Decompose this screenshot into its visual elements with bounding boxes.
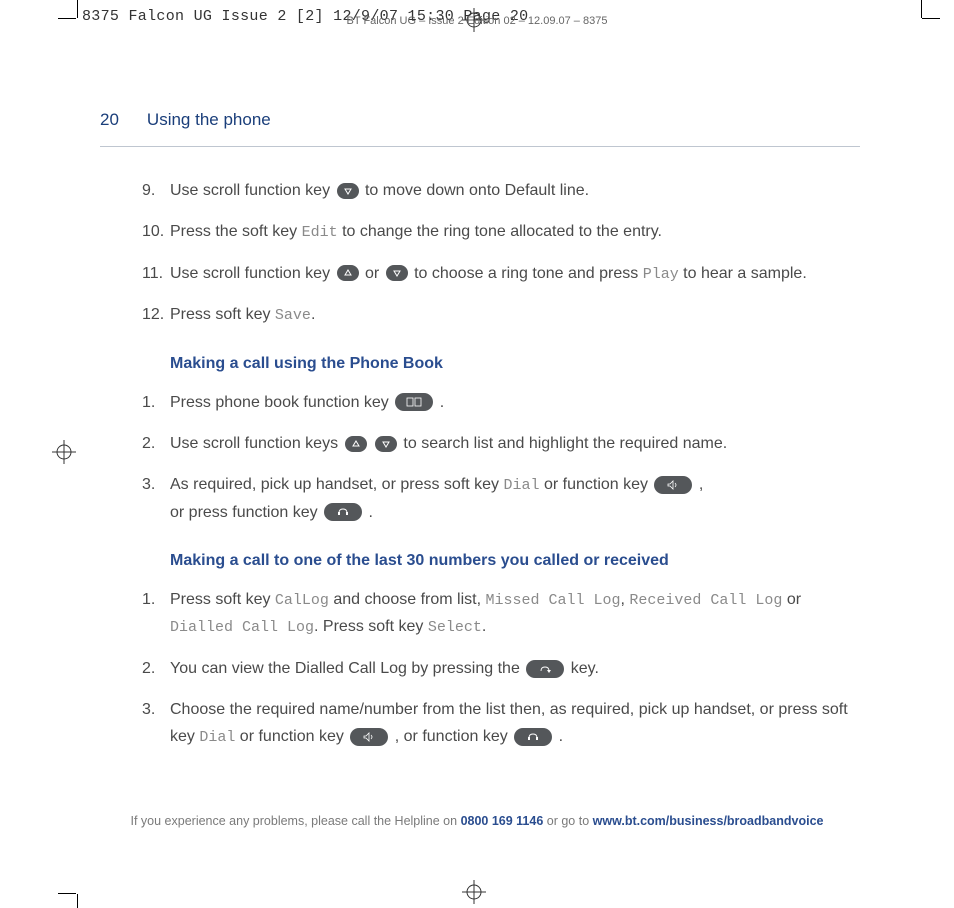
text: ,	[699, 476, 703, 493]
softkey-label: CalLog	[275, 592, 329, 609]
scroll-down-icon	[386, 265, 408, 281]
step-c2: 2. You can view the Dialled Call Log by …	[142, 655, 860, 682]
scroll-down-icon	[375, 436, 397, 452]
text: You can view the Dialled Call Log by pre…	[170, 660, 524, 677]
step-10: 10. Press the soft key Edit to change th…	[142, 218, 860, 246]
step-number: 3.	[142, 471, 170, 526]
step-c1: 1. Press soft key CalLog and choose from…	[142, 586, 860, 641]
section-title: Using the phone	[147, 110, 271, 130]
text: and choose from list,	[329, 591, 486, 608]
step-12: 12. Press soft key Save.	[142, 301, 860, 329]
text: , or function key	[395, 728, 512, 745]
step-c3: 3. Choose the required name/number from …	[142, 696, 860, 751]
step-b3: 3. As required, pick up handset, or pres…	[142, 471, 860, 526]
text: or go to	[543, 814, 592, 828]
registration-mark	[52, 440, 76, 464]
text: to move down onto Default line.	[365, 182, 589, 199]
crop-mark	[921, 0, 922, 18]
text: Use scroll function key	[170, 182, 335, 199]
text: Press soft key	[170, 591, 275, 608]
text: .	[369, 504, 373, 521]
crop-mark	[58, 18, 76, 19]
text: or	[782, 591, 801, 608]
text: As required, pick up handset, or press s…	[170, 476, 504, 493]
softkey-label: Dial	[199, 729, 235, 746]
text: or	[365, 265, 384, 282]
text: to hear a sample.	[679, 265, 807, 282]
step-9: 9. Use scroll function key to move down …	[142, 177, 860, 204]
text: or function key	[235, 728, 348, 745]
registration-mark	[462, 880, 486, 904]
text: key	[170, 728, 199, 745]
step-number: 11.	[142, 260, 170, 288]
text: Use scroll function keys	[170, 435, 343, 452]
headset-key-icon	[324, 503, 362, 521]
text: .	[482, 618, 486, 635]
redial-key-icon	[526, 660, 564, 678]
text: If you experience any problems, please c…	[131, 814, 461, 828]
softkey-label: Dial	[504, 477, 540, 494]
footer-help: If you experience any problems, please c…	[0, 814, 954, 828]
crop-mark	[77, 894, 78, 908]
text: . Press soft key	[314, 618, 428, 635]
scroll-down-icon	[337, 183, 359, 199]
header-line: BT Falcon UG – Issue 2 Edition 02 – 12.0…	[347, 15, 608, 27]
text: Choose the required name/number from the…	[170, 701, 848, 718]
scroll-up-icon	[345, 436, 367, 452]
step-number: 12.	[142, 301, 170, 329]
helpline-phone: 0800 169 1146	[461, 814, 544, 828]
step-number: 1.	[142, 586, 170, 641]
softkey-label: Missed Call Log	[485, 592, 620, 609]
text: Press phone book function key	[170, 394, 393, 411]
speaker-key-icon	[350, 728, 388, 746]
softkey-label: Save	[275, 307, 311, 324]
step-number: 2.	[142, 655, 170, 682]
text: or press function key	[170, 504, 322, 521]
step-number: 2.	[142, 430, 170, 457]
step-b2: 2. Use scroll function keys to search li…	[142, 430, 860, 457]
text: .	[440, 394, 444, 411]
text: Use scroll function key	[170, 265, 335, 282]
headset-key-icon	[514, 728, 552, 746]
text: .	[559, 728, 563, 745]
step-number: 10.	[142, 218, 170, 246]
text: or function key	[540, 476, 653, 493]
page-number: 20	[100, 110, 119, 130]
text: Press the soft key	[170, 223, 302, 240]
softkey-label: Play	[643, 266, 679, 283]
softkey-label: Select	[428, 619, 482, 636]
crop-mark	[922, 18, 940, 19]
text: to search list and highlight the require…	[403, 435, 727, 452]
softkey-label: Received Call Log	[629, 592, 782, 609]
helpline-url: www.bt.com/business/broadbandvoice	[593, 814, 824, 828]
softkey-label: Dialled Call Log	[170, 619, 314, 636]
step-number: 9.	[142, 177, 170, 204]
phonebook-key-icon	[395, 393, 433, 411]
step-b1: 1. Press phone book function key .	[142, 389, 860, 416]
text: to choose a ring tone and press	[414, 265, 643, 282]
crop-mark	[77, 0, 78, 18]
text: key.	[571, 660, 599, 677]
speaker-key-icon	[654, 476, 692, 494]
crop-mark	[58, 893, 76, 894]
scroll-up-icon	[337, 265, 359, 281]
step-11: 11. Use scroll function key or to choose…	[142, 260, 860, 288]
page-body: 20 Using the phone 9. Use scroll functio…	[100, 110, 860, 765]
subheading: Making a call using the Phone Book	[170, 355, 860, 373]
page-header: 20 Using the phone	[100, 110, 860, 147]
text: to change the ring tone allocated to the…	[338, 223, 662, 240]
step-number: 3.	[142, 696, 170, 751]
subheading: Making a call to one of the last 30 numb…	[170, 552, 860, 570]
text: Press soft key	[170, 306, 275, 323]
text: .	[311, 306, 315, 323]
step-number: 1.	[142, 389, 170, 416]
softkey-label: Edit	[302, 224, 338, 241]
